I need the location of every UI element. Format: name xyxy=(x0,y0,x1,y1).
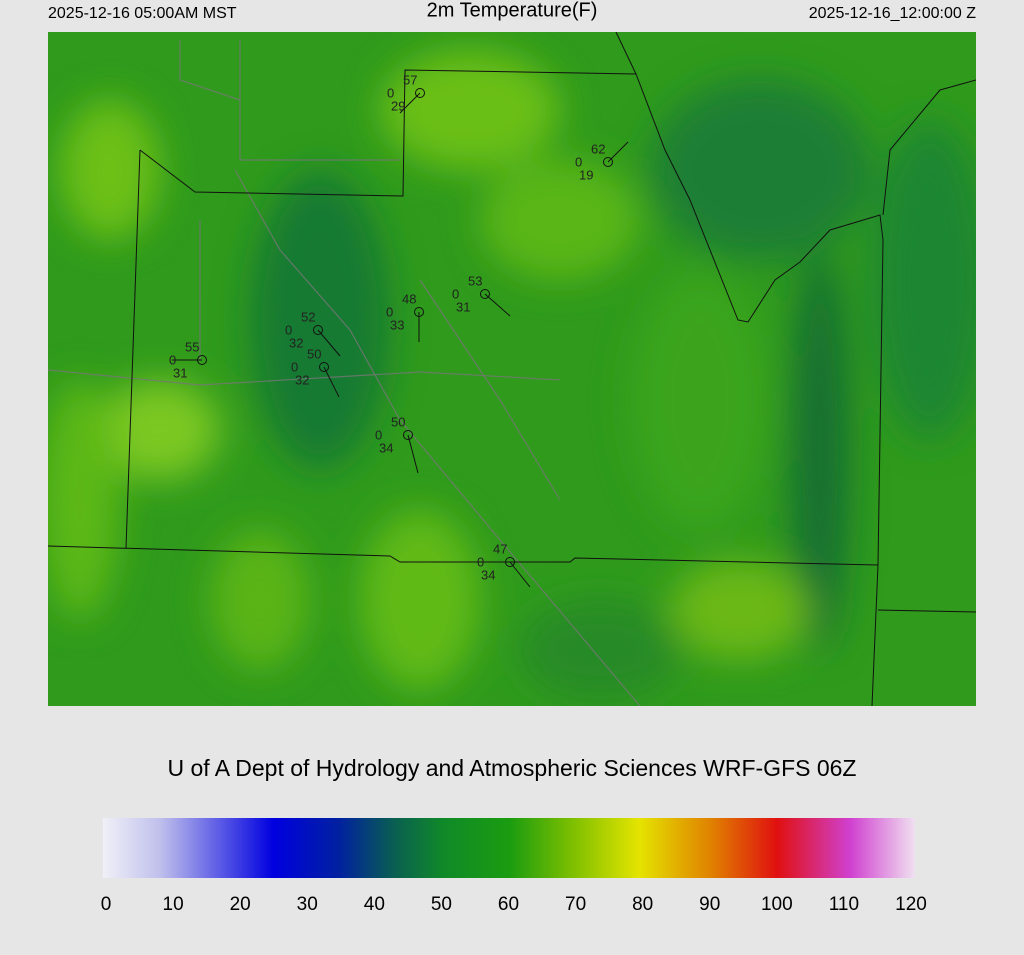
colorbar-tick-label: 90 xyxy=(699,894,720,915)
wind-speed: 0 xyxy=(375,427,382,442)
dewpoint: 32 xyxy=(289,335,303,350)
credit: U of A Dept of Hydrology and Atmospheric… xyxy=(167,755,856,781)
station-circle xyxy=(313,325,323,335)
wind-speed: 0 xyxy=(575,154,582,169)
wind-speed: 0 xyxy=(169,352,176,367)
wind-speed: 0 xyxy=(285,322,292,337)
colorbar-tick-label: 80 xyxy=(632,894,653,915)
county-borders xyxy=(48,32,976,706)
roads xyxy=(48,40,641,706)
colorbar-ticks: 0 10 20 30 40 50 60 70 80 90 100 110 120 xyxy=(101,894,927,915)
wind-speed: 0 xyxy=(387,85,394,100)
dewpoint: 34 xyxy=(379,440,393,455)
colorbar-tick-label: 20 xyxy=(230,894,251,915)
station-circle xyxy=(603,157,613,167)
temperature: 52 xyxy=(301,309,315,324)
temperature: 55 xyxy=(185,339,199,354)
wind-speed: 0 xyxy=(386,304,393,319)
colorbar-tick-label: 60 xyxy=(498,894,519,915)
colorbar-tick-label: 0 xyxy=(101,894,112,915)
temperature: 47 xyxy=(493,541,507,556)
title: 2m Temperature(F) xyxy=(427,0,598,21)
wind-barb xyxy=(323,366,340,398)
colorbar-tick-label: 110 xyxy=(829,894,859,915)
dewpoint: 31 xyxy=(456,299,470,314)
wind-barb xyxy=(407,434,419,474)
station-circle xyxy=(414,307,424,317)
temperature: 50 xyxy=(391,414,405,429)
right-time: 2025-12-16_12:00:00 Z xyxy=(809,5,976,22)
map xyxy=(48,32,976,706)
temperature: 50 xyxy=(307,346,321,361)
dewpoint: 19 xyxy=(579,167,593,182)
colorbar-tick-label: 30 xyxy=(297,894,318,915)
stations: 5702962019530314803352032550315003250034… xyxy=(169,72,629,588)
temperature: 48 xyxy=(402,291,416,306)
colorbar-tick-label: 40 xyxy=(364,894,385,915)
dewpoint: 32 xyxy=(295,372,309,387)
colorbar-tick-label: 100 xyxy=(761,894,793,915)
station-circle xyxy=(415,88,425,98)
dewpoint: 33 xyxy=(390,317,404,332)
wind-speed: 0 xyxy=(291,359,298,374)
temperature: 57 xyxy=(403,72,417,87)
terrain-shading xyxy=(48,50,976,700)
dewpoint: 29 xyxy=(391,98,405,113)
dewpoint: 34 xyxy=(481,567,495,582)
left-time: 2025-12-16 05:00AM MST xyxy=(48,5,237,22)
colorbar-tick-label: 10 xyxy=(163,894,184,915)
temperature: 53 xyxy=(468,273,482,288)
wind-barb xyxy=(484,293,511,317)
station-circle xyxy=(197,355,207,365)
station-circle xyxy=(403,430,413,440)
wind-speed: 0 xyxy=(452,286,459,301)
wind-barb xyxy=(317,329,341,357)
colorbar-tick-label: 120 xyxy=(895,894,927,915)
station-circle xyxy=(480,289,490,299)
wind-speed: 0 xyxy=(477,554,484,569)
colorbar-tick-label: 70 xyxy=(565,894,586,915)
dewpoint: 31 xyxy=(173,365,187,380)
colorbar xyxy=(103,818,915,878)
station-circle xyxy=(505,557,515,567)
wind-barb xyxy=(509,561,531,588)
colorbar-tick-label: 50 xyxy=(431,894,452,915)
temperature: 62 xyxy=(591,141,605,156)
station-circle xyxy=(319,362,329,372)
